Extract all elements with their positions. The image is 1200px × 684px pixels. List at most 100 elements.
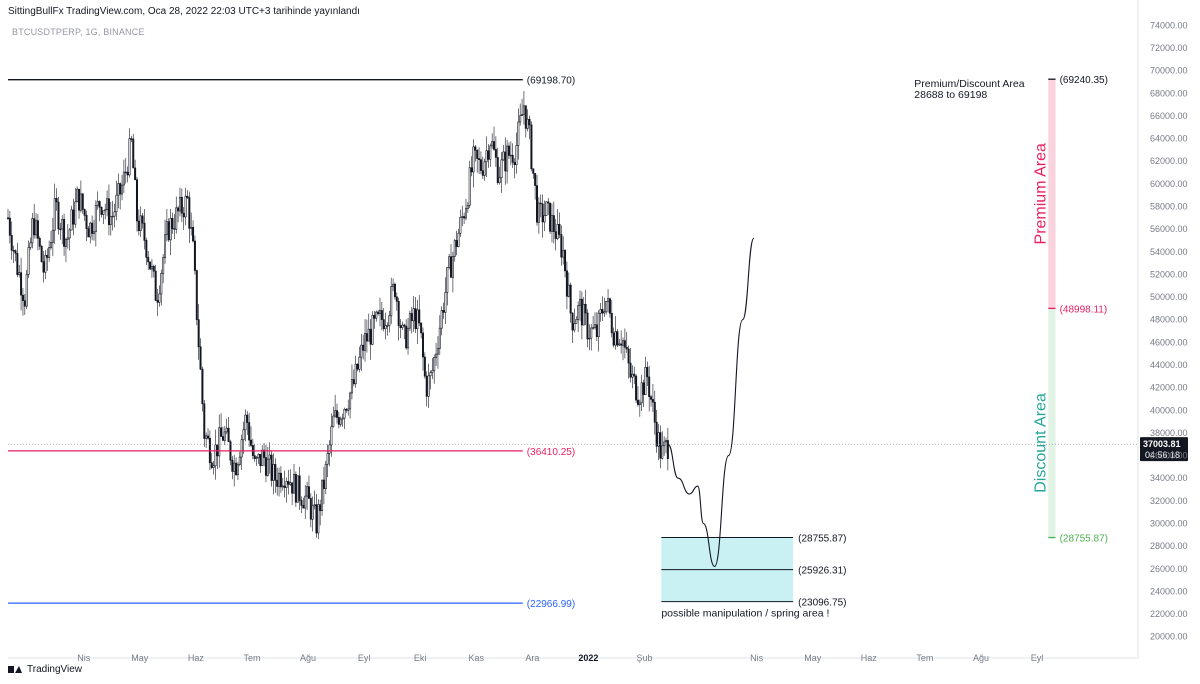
candle-body <box>207 435 210 439</box>
footer-brand[interactable]: TradingView <box>8 664 82 675</box>
candle-body <box>603 311 606 314</box>
candle-body <box>450 256 453 278</box>
candle-body <box>399 325 402 328</box>
price-tick-label: 62000.00 <box>1150 156 1188 166</box>
time-tick-label: Eyl <box>358 653 371 663</box>
candle-body <box>158 293 161 303</box>
panel-bottom-label: (28755.87) <box>1060 534 1108 545</box>
candle-body <box>14 250 17 254</box>
candle-body <box>517 121 520 146</box>
candle-body <box>225 427 228 433</box>
candle-body <box>580 298 583 326</box>
candle-body <box>296 475 299 503</box>
candle-body <box>236 464 239 475</box>
candle-body <box>319 504 322 512</box>
candle-body <box>403 324 406 327</box>
candle-body <box>21 294 24 301</box>
candle-body <box>386 325 389 327</box>
price-tick-label: 34000.00 <box>1150 473 1188 483</box>
candle-body <box>380 310 383 320</box>
price-tick-label: 50000.00 <box>1150 292 1188 302</box>
candle-body <box>250 439 253 446</box>
price-tick-label: 20000.00 <box>1150 632 1188 642</box>
candle-body <box>560 234 563 258</box>
candle-body <box>193 240 196 271</box>
candle-body <box>472 146 475 173</box>
candle-body <box>350 379 353 394</box>
candle-body <box>453 240 456 257</box>
candle-body <box>564 250 567 272</box>
candle-body <box>522 105 525 115</box>
time-tick-label: Ara <box>525 653 539 663</box>
candle-body <box>253 455 256 459</box>
candle-body <box>263 449 266 458</box>
candle-body <box>332 415 335 428</box>
time-tick-label: Nis <box>750 653 763 663</box>
price-tick-label: 58000.00 <box>1150 201 1188 211</box>
candle-body <box>283 485 286 488</box>
candle-body <box>94 205 97 233</box>
candle-body <box>307 486 310 499</box>
candle-body <box>124 171 127 174</box>
candle-body <box>128 138 131 176</box>
top-level-label: (69198.70) <box>527 76 575 87</box>
candle-body <box>623 340 626 348</box>
tradingview-logo-icon <box>8 665 22 674</box>
candle-body <box>607 298 610 302</box>
candle-body <box>291 482 294 494</box>
candle-body <box>64 239 67 247</box>
candle-body <box>629 362 632 378</box>
candle-body <box>648 376 651 397</box>
candle-body <box>149 261 152 270</box>
candle-body <box>352 379 355 385</box>
candle-body <box>455 240 458 247</box>
candle-body <box>640 382 643 404</box>
candle-body <box>281 485 284 488</box>
candle-body <box>214 444 217 467</box>
candle-body <box>221 436 224 441</box>
candle-body <box>474 146 477 151</box>
candle-body <box>384 325 387 330</box>
candle-body <box>302 505 305 509</box>
candle-body <box>294 474 297 503</box>
candle-body <box>104 209 107 212</box>
candle-body <box>61 218 64 230</box>
candle-body <box>195 270 198 320</box>
candle-body <box>464 208 467 219</box>
candle-body <box>83 209 86 216</box>
candle-body <box>167 221 170 241</box>
candle-body <box>513 162 516 165</box>
candle-body <box>521 114 524 116</box>
candle-body <box>261 449 264 466</box>
time-tick-label: Haz <box>188 653 205 663</box>
candle-body <box>414 308 417 329</box>
candle-body <box>418 309 421 324</box>
candle-body <box>154 270 157 301</box>
candle-body <box>268 454 271 460</box>
candle-body <box>491 141 494 147</box>
candle-body <box>478 158 481 160</box>
candle-body <box>664 440 667 443</box>
time-tick-label: Şub <box>636 653 652 663</box>
candle-body <box>375 311 378 319</box>
candle-body <box>227 427 230 442</box>
candle-body <box>91 222 94 234</box>
candle-body <box>278 472 281 487</box>
time-tick-label: Tem <box>243 653 260 663</box>
candle-body <box>558 224 561 235</box>
candle-body <box>203 403 206 439</box>
price-tick-label: 32000.00 <box>1150 496 1188 506</box>
discount-area-label: Discount Area <box>1032 393 1049 493</box>
candle-body <box>44 255 47 273</box>
price-axis: 20000.00 22000.00 24000.00 26000.00 28000.00… <box>8 0 1188 659</box>
candle-body <box>70 209 73 231</box>
candle-body <box>661 445 664 459</box>
candle-body <box>141 215 144 224</box>
candle-body <box>339 418 342 425</box>
time-axis: Nis May Haz Tem Ağu Eyl Eki Kas Ara 2022 Şub Nis May… <box>77 653 1043 663</box>
candle-body <box>135 179 138 222</box>
candle-body <box>377 311 380 314</box>
price-tick-label: 66000.00 <box>1150 111 1188 121</box>
candle-body <box>635 375 638 401</box>
